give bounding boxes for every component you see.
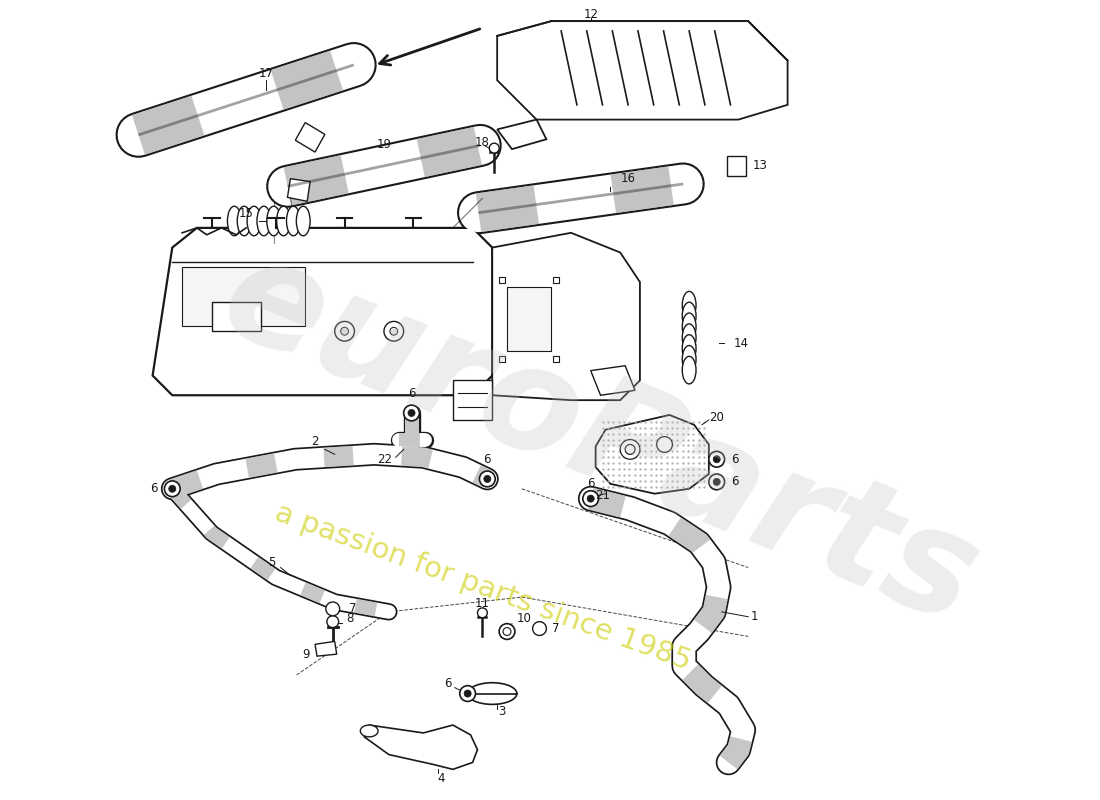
Text: 17: 17 (258, 67, 273, 80)
Circle shape (503, 627, 512, 635)
Text: 6: 6 (408, 386, 416, 400)
Circle shape (490, 143, 499, 153)
Circle shape (620, 439, 640, 459)
Circle shape (587, 495, 594, 502)
Text: 18: 18 (475, 136, 490, 149)
Text: 19: 19 (376, 138, 392, 150)
Circle shape (499, 624, 515, 639)
Circle shape (477, 608, 487, 618)
Polygon shape (364, 725, 477, 770)
Polygon shape (727, 156, 746, 176)
Text: 5: 5 (268, 556, 276, 569)
Ellipse shape (682, 324, 696, 351)
Circle shape (464, 690, 471, 697)
Text: 6: 6 (444, 678, 452, 690)
Polygon shape (507, 287, 551, 351)
Text: 14: 14 (734, 337, 748, 350)
Text: 6: 6 (732, 453, 739, 466)
Polygon shape (211, 302, 261, 331)
Polygon shape (453, 381, 492, 420)
Ellipse shape (296, 206, 310, 236)
Text: 6: 6 (732, 475, 739, 488)
Circle shape (708, 474, 725, 490)
Ellipse shape (238, 206, 251, 236)
Text: 2: 2 (311, 435, 319, 448)
Text: 7: 7 (552, 622, 560, 635)
Text: 12: 12 (583, 8, 598, 21)
Circle shape (326, 602, 340, 616)
Circle shape (384, 322, 404, 341)
Text: 10: 10 (517, 612, 531, 626)
Ellipse shape (682, 302, 696, 330)
Circle shape (168, 486, 176, 492)
Circle shape (657, 437, 672, 452)
Circle shape (484, 475, 491, 482)
Polygon shape (153, 228, 492, 395)
Text: a passion for parts since 1985: a passion for parts since 1985 (271, 498, 694, 676)
Polygon shape (595, 415, 708, 494)
Circle shape (532, 622, 547, 635)
Circle shape (341, 327, 349, 335)
Ellipse shape (361, 725, 378, 737)
Text: 3: 3 (498, 705, 506, 718)
Circle shape (334, 322, 354, 341)
Text: 9: 9 (302, 648, 310, 661)
Ellipse shape (682, 334, 696, 362)
Polygon shape (315, 642, 337, 656)
Polygon shape (183, 267, 305, 326)
Text: 20: 20 (708, 411, 724, 424)
Circle shape (713, 456, 721, 462)
Text: 11: 11 (475, 598, 490, 610)
Text: 7: 7 (350, 602, 358, 615)
Polygon shape (497, 21, 788, 119)
Circle shape (713, 478, 721, 486)
Text: 1: 1 (750, 610, 758, 623)
Circle shape (460, 686, 475, 702)
Ellipse shape (682, 346, 696, 373)
Text: 4: 4 (438, 772, 444, 785)
Text: 21: 21 (595, 489, 610, 502)
Polygon shape (287, 178, 310, 202)
Ellipse shape (248, 206, 261, 236)
Text: 13: 13 (754, 159, 768, 172)
Circle shape (480, 471, 495, 487)
Text: 15: 15 (239, 206, 254, 220)
Text: 6: 6 (587, 478, 594, 490)
Circle shape (164, 481, 180, 497)
Text: 22: 22 (377, 453, 392, 466)
Polygon shape (295, 122, 324, 152)
Ellipse shape (682, 356, 696, 384)
Ellipse shape (468, 682, 517, 704)
Circle shape (389, 327, 398, 335)
Text: 16: 16 (620, 172, 636, 185)
Ellipse shape (286, 206, 300, 236)
Circle shape (327, 616, 339, 627)
Ellipse shape (257, 206, 271, 236)
Ellipse shape (682, 291, 696, 319)
Ellipse shape (267, 206, 280, 236)
Circle shape (708, 451, 725, 467)
Circle shape (583, 490, 598, 506)
Circle shape (404, 405, 419, 421)
Polygon shape (492, 233, 640, 400)
Circle shape (625, 445, 635, 454)
Polygon shape (497, 119, 547, 149)
Ellipse shape (682, 313, 696, 341)
Text: 8: 8 (346, 612, 354, 626)
Text: 6: 6 (150, 482, 157, 495)
Polygon shape (591, 366, 635, 395)
Ellipse shape (228, 206, 241, 236)
Text: euroParts: euroParts (204, 225, 998, 654)
Ellipse shape (276, 206, 290, 236)
Text: 6: 6 (484, 453, 491, 466)
Circle shape (408, 410, 415, 417)
